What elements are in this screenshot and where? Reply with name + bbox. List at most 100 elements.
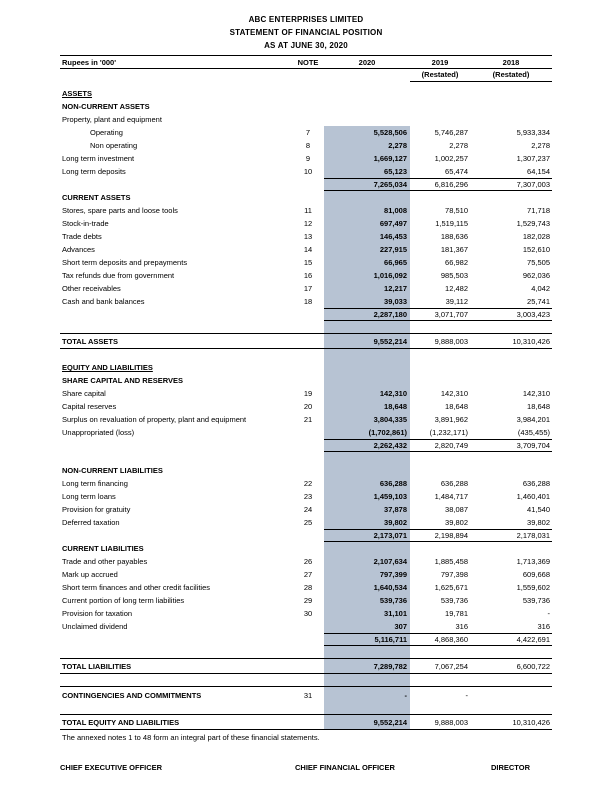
value-2019: 5,746,287 — [434, 128, 468, 137]
table-row: Trade debts 13 146,453 188,636 182,028 — [60, 230, 552, 243]
note-cell: 10 — [303, 167, 313, 176]
note-cell — [292, 542, 324, 555]
value-2020 — [324, 542, 410, 555]
table-row: Stores, spare parts and loose tools 11 81,… — [60, 204, 552, 217]
note-cell: 14 — [303, 245, 313, 254]
row-label — [60, 674, 292, 686]
table-row: TOTAL LIABILITIES 7,289,782 7,067,254 6,600… — [60, 658, 552, 674]
column-header-2018: 2018 — [502, 58, 520, 67]
value-2019: 2,820,749 — [410, 439, 470, 452]
note-cell — [292, 87, 324, 100]
value-2020: 2,287,180 — [324, 308, 410, 321]
note-cell — [292, 100, 324, 113]
row-label: Long term loans — [62, 492, 116, 501]
table-row: EQUITY AND LIABILITIES — [60, 361, 552, 374]
row-label — [60, 529, 292, 542]
table-row: 2,287,180 3,071,707 3,003,423 — [60, 308, 552, 321]
note-cell: 31 — [303, 691, 313, 700]
row-label: Long term financing — [62, 479, 128, 488]
row-label — [60, 702, 292, 714]
value-2020: 797,399 — [324, 568, 410, 581]
value-2020: 1,669,127 — [324, 152, 410, 165]
row-label: CURRENT LIABILITIES — [62, 544, 144, 553]
spacer-row — [60, 702, 552, 714]
note-cell: 26 — [303, 557, 313, 566]
value-2020 — [324, 674, 410, 686]
value-2019: 4,868,360 — [410, 633, 470, 646]
value-2020 — [324, 349, 410, 361]
value-2019: 7,067,254 — [434, 662, 468, 671]
note-cell — [292, 702, 324, 714]
table-row: Share capital 19 142,310 142,310 142,310 — [60, 387, 552, 400]
restated-label-2019: (Restated) — [410, 69, 470, 82]
row-label: TOTAL LIABILITIES — [62, 662, 132, 671]
note-cell: 25 — [303, 518, 313, 527]
row-label: Short term deposits and prepayments — [62, 258, 188, 267]
value-2020: 2,262,432 — [324, 439, 410, 452]
row-label: Cash and bank balances — [62, 297, 145, 306]
note-cell: 30 — [303, 609, 313, 618]
value-2018: 25,741 — [527, 297, 550, 306]
note-cell — [292, 715, 324, 729]
value-2020: 1,640,534 — [324, 581, 410, 594]
value-2018: 182,028 — [522, 232, 550, 241]
value-2018: 1,529,743 — [516, 219, 550, 228]
value-2018: 962,036 — [522, 271, 550, 280]
table-row: Operating 7 5,528,506 5,746,287 5,933,334 — [60, 126, 552, 139]
value-2020: 31,101 — [324, 607, 410, 620]
value-2018 — [470, 191, 552, 204]
value-2020: 7,289,782 — [324, 659, 410, 673]
value-2019: 38,087 — [445, 505, 468, 514]
row-label: Capital reserves — [62, 402, 117, 411]
value-2019: 9,888,003 — [434, 718, 468, 727]
note-cell: 18 — [303, 297, 313, 306]
value-2018: 7,307,003 — [470, 178, 552, 191]
value-2020: (1,702,861) — [324, 426, 410, 439]
value-2020: 2,107,634 — [324, 555, 410, 568]
row-label: Mark up accrued — [62, 570, 118, 579]
row-label: TOTAL EQUITY AND LIABILITIES — [62, 718, 180, 727]
row-label: Advances — [62, 245, 95, 254]
value-2019 — [410, 349, 470, 361]
table-row: Non operating 8 2,278 2,278 2,278 — [60, 139, 552, 152]
note-cell — [292, 308, 324, 321]
row-label: Long term investment — [62, 154, 135, 163]
note-cell — [292, 529, 324, 542]
value-2020: 2,173,071 — [324, 529, 410, 542]
value-2019: 797,398 — [440, 570, 468, 579]
value-2019: 19,781 — [445, 609, 468, 618]
table-row: CONTINGENCIES AND COMMITMENTS 31 - - — [60, 686, 552, 702]
value-2020: 9,552,214 — [324, 334, 410, 348]
row-label: Property, plant and equipment — [62, 115, 162, 124]
value-2020: 7,265,034 — [324, 178, 410, 191]
value-2019: 18,648 — [445, 402, 468, 411]
table-row: 7,265,034 6,816,296 7,307,003 — [60, 178, 552, 191]
value-2019: 6,816,296 — [410, 178, 470, 191]
table-row: Property, plant and equipment — [60, 113, 552, 126]
footer-note: The annexed notes 1 to 48 form an integr… — [62, 733, 320, 742]
row-label — [60, 646, 292, 658]
note-cell — [292, 349, 324, 361]
value-2018: 609,668 — [522, 570, 550, 579]
value-2019: (1,232,171) — [429, 428, 468, 437]
table-header-row: Rupees in '000' NOTE 2020 2019 2018 — [60, 55, 552, 69]
value-2018: 3,003,423 — [470, 308, 552, 321]
value-2018: 142,310 — [522, 389, 550, 398]
spacer-row — [60, 349, 552, 361]
note-cell: 24 — [303, 505, 313, 514]
note-cell: 23 — [303, 492, 313, 501]
table-row: Cash and bank balances 18 39,033 39,112 25,7… — [60, 295, 552, 308]
signature-cfo: CHIEF FINANCIAL OFFICER — [295, 763, 395, 772]
row-label: TOTAL ASSETS — [62, 337, 118, 346]
value-2018 — [470, 702, 552, 714]
value-2018: 3,984,201 — [516, 415, 550, 424]
value-2019: 2,198,894 — [410, 529, 470, 542]
value-2018: 41,540 — [527, 505, 550, 514]
row-label: Unappropriated (loss) — [62, 428, 135, 437]
row-label: Operating — [90, 128, 123, 137]
table-row: Provision for gratuity 24 37,878 38,087 41,5… — [60, 503, 552, 516]
signature-block: CHIEF EXECUTIVE OFFICER CHIEF FINANCIAL … — [0, 763, 612, 777]
value-2018 — [470, 464, 552, 477]
note-cell — [292, 620, 324, 633]
value-2019: 9,888,003 — [434, 337, 468, 346]
